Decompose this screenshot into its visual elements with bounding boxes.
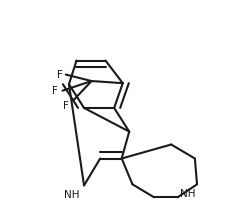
Text: NH: NH — [180, 189, 195, 199]
Text: F: F — [57, 70, 62, 80]
Text: F: F — [63, 101, 69, 111]
Text: F: F — [52, 86, 58, 96]
Text: NH: NH — [64, 190, 80, 200]
